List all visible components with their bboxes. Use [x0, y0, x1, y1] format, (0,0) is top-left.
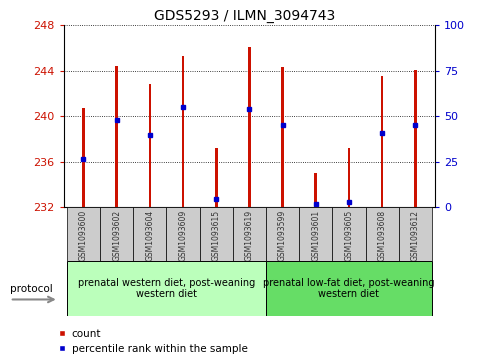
Bar: [347, 148, 349, 207]
Text: GSM1093609: GSM1093609: [178, 209, 187, 261]
Text: GSM1093599: GSM1093599: [278, 209, 286, 261]
Text: GSM1093608: GSM1093608: [377, 209, 386, 261]
Legend: count, percentile rank within the sample: count, percentile rank within the sample: [54, 325, 251, 358]
Text: GSM1093619: GSM1093619: [244, 209, 253, 261]
Bar: [265, 207, 299, 261]
Text: GSM1093605: GSM1093605: [344, 209, 353, 261]
Bar: [82, 108, 84, 207]
Text: GSM1093612: GSM1093612: [410, 209, 419, 261]
Text: GDS5293 / ILMN_3094743: GDS5293 / ILMN_3094743: [154, 9, 334, 23]
Bar: [380, 77, 383, 207]
Text: GSM1093604: GSM1093604: [145, 209, 154, 261]
Bar: [232, 207, 265, 261]
Bar: [265, 261, 431, 316]
Bar: [413, 70, 416, 207]
Text: GSM1093600: GSM1093600: [79, 209, 88, 261]
Bar: [332, 207, 365, 261]
Text: protocol: protocol: [10, 284, 52, 294]
Bar: [67, 207, 100, 261]
Bar: [67, 261, 265, 316]
Bar: [148, 84, 151, 207]
Text: GSM1093601: GSM1093601: [311, 209, 320, 261]
Bar: [115, 66, 118, 207]
Bar: [247, 47, 250, 207]
Bar: [182, 56, 184, 207]
Bar: [314, 173, 316, 207]
Bar: [365, 207, 398, 261]
Bar: [133, 207, 166, 261]
Bar: [166, 207, 199, 261]
Bar: [398, 207, 431, 261]
Bar: [199, 207, 232, 261]
Bar: [281, 68, 284, 207]
Text: prenatal western diet, post-weaning
western diet: prenatal western diet, post-weaning west…: [78, 278, 255, 299]
Text: prenatal low-fat diet, post-weaning
western diet: prenatal low-fat diet, post-weaning west…: [263, 278, 434, 299]
Text: GSM1093602: GSM1093602: [112, 209, 121, 261]
Text: GSM1093615: GSM1093615: [211, 209, 220, 261]
Bar: [100, 207, 133, 261]
Bar: [214, 148, 217, 207]
Bar: [299, 207, 332, 261]
